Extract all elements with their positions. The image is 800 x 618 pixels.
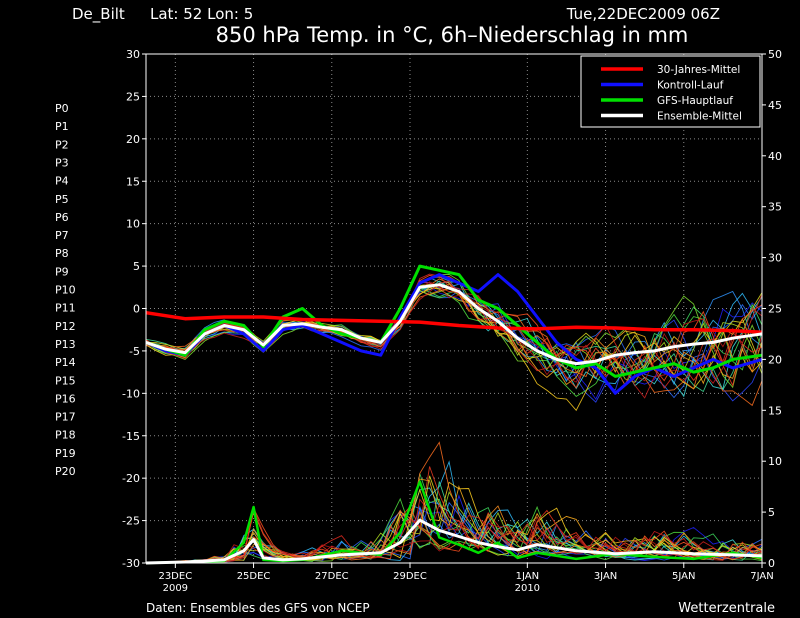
y-left-tick-label: 15: [126, 175, 140, 188]
y-right-tick-label: 15: [768, 404, 782, 417]
y-right-tick-label: 45: [768, 99, 782, 112]
series-ensemble-mittel: [145, 283, 763, 366]
member-label-p16: P16: [55, 392, 76, 405]
legend-label: 30-Jahres-Mittel: [657, 64, 740, 76]
y-right-tick-label: 0: [768, 557, 775, 570]
axes: 302520151050-5-10-15-20-25-3050454035302…: [122, 48, 782, 594]
x-tick-label: 1JAN: [516, 571, 539, 582]
model-run-time: Tue,22DEC2009 06Z: [566, 5, 720, 23]
brand-label: Wetterzentrale: [678, 601, 775, 616]
member-temp-line: [145, 280, 763, 399]
member-precip-line: [145, 498, 763, 564]
member-label-p18: P18: [55, 429, 76, 442]
series-niederschlag-ensemble-mittel: [145, 518, 763, 565]
series-30-jahres-mittel: [145, 310, 763, 335]
member-label-p17: P17: [55, 411, 76, 424]
chart-title: 850 hPa Temp. in °C, 6h–Niederschlag in …: [216, 23, 689, 47]
member-label-p1: P1: [55, 120, 69, 133]
highlight-series-lines: [145, 264, 763, 565]
x-tick-sublabel: 2010: [515, 583, 540, 594]
station-coords: Lat: 52 Lon: 5: [150, 5, 253, 23]
y-left-tick-label: -25: [122, 515, 140, 528]
y-left-tick-label: 30: [126, 48, 140, 61]
member-label-p15: P15: [55, 374, 76, 387]
member-label-p12: P12: [55, 320, 76, 333]
member-label-p10: P10: [55, 284, 76, 297]
y-right-tick-label: 30: [768, 252, 782, 265]
y-left-tick-label: -10: [122, 387, 140, 400]
x-tick-label: 29DEC: [393, 571, 427, 582]
y-left-tick-label: -20: [122, 472, 140, 485]
y-right-tick-label: 35: [768, 201, 782, 214]
member-label-p2: P2: [55, 138, 69, 151]
legend-label: Kontroll-Lauf: [657, 80, 724, 92]
member-temp-line: [145, 281, 763, 387]
member-legend: P0 P1 P2 P3 P4 P5 P6 P7 P8 P9 P10 P11 P12 P13 P14 P15 P1…: [55, 102, 76, 478]
y-right-tick-label: 5: [768, 506, 775, 519]
station-name: De_Bilt: [72, 5, 125, 24]
member-label-p7: P7: [55, 229, 69, 242]
series-gfs-hauptlauf: [145, 264, 763, 378]
y-left-tick-label: 0: [133, 303, 140, 316]
x-tick-label: 3JAN: [594, 571, 617, 582]
member-label-p13: P13: [55, 338, 76, 351]
y-left-tick-label: -15: [122, 430, 140, 443]
x-tick-label: 7JAN: [750, 571, 773, 582]
y-left-tick-label: -5: [129, 345, 140, 358]
member-precip-line: [145, 478, 763, 564]
member-label-p3: P3: [55, 156, 69, 169]
member-label-p20: P20: [55, 465, 76, 478]
x-tick-label: 23DEC: [158, 571, 192, 582]
y-right-tick-label: 40: [768, 150, 782, 163]
y-left-tick-label: 10: [126, 218, 140, 231]
y-right-tick-label: 10: [768, 455, 782, 468]
member-label-p5: P5: [55, 193, 69, 206]
legend: 30-Jahres-Mittel Kontroll-Lauf GFS-Hauptla…: [580, 55, 761, 128]
legend-label: Ensemble-Mittel: [657, 111, 742, 123]
y-left-tick-label: 5: [133, 260, 140, 273]
y-right-tick-label: 20: [768, 353, 782, 366]
y-left-tick-label: -30: [122, 557, 140, 570]
member-label-p11: P11: [55, 302, 76, 315]
x-tick-label: 5JAN: [672, 571, 695, 582]
member-label-p8: P8: [55, 247, 69, 260]
member-label-p9: P9: [55, 265, 69, 278]
x-tick-label: 27DEC: [315, 571, 349, 582]
data-source-note: Daten: Ensembles des GFS von NCEP: [146, 601, 370, 615]
x-tick-sublabel: 2009: [163, 583, 188, 594]
legend-label: GFS-Hauptlauf: [657, 95, 733, 107]
member-label-p6: P6: [55, 211, 69, 224]
x-tick-label: 25DEC: [237, 571, 271, 582]
member-label-p14: P14: [55, 356, 76, 369]
y-left-tick-label: 25: [126, 90, 140, 103]
member-label-p4: P4: [55, 175, 69, 188]
member-label-p19: P19: [55, 447, 76, 460]
y-right-tick-label: 25: [768, 303, 782, 316]
member-label-p0: P0: [55, 102, 69, 115]
plot-frame: [145, 53, 763, 564]
y-left-tick-label: 20: [126, 133, 140, 146]
y-right-tick-label: 50: [768, 48, 782, 61]
